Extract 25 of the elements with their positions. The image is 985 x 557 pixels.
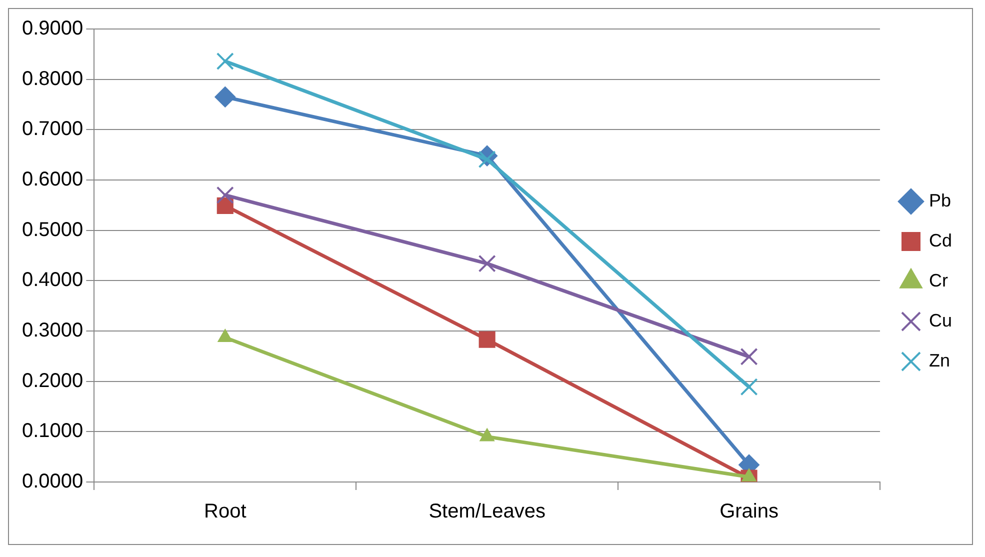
x-tick-label: Root	[204, 500, 247, 523]
y-tick-label: 0.3000	[22, 320, 84, 342]
y-tick-label: 0.7000	[22, 118, 84, 140]
legend-label: Cd	[928, 230, 952, 250]
point	[478, 254, 496, 272]
y-tick-label: 0.6000	[22, 168, 84, 191]
legend-label: Cr	[928, 270, 948, 290]
y-tick-label: 0.8000	[22, 68, 84, 90]
point	[478, 331, 496, 348]
y-tick-label: 0.9000	[22, 18, 84, 40]
point	[216, 186, 234, 204]
y-tick-label: 0.4000	[22, 269, 84, 292]
point	[740, 378, 758, 396]
point	[216, 52, 234, 70]
y-tick-label: 0.1000	[22, 420, 84, 442]
legend-label: Pb	[928, 190, 952, 210]
legend-label: Zn	[928, 350, 950, 370]
y-tick-label: 0.5000	[22, 218, 84, 241]
x-tick-label: Grains	[720, 500, 778, 523]
point	[740, 348, 758, 366]
legend-label: Cu	[928, 310, 952, 330]
point	[214, 86, 236, 108]
y-tick-label: 0.0000	[22, 470, 84, 493]
x-tick-label: Stem/Leaves	[428, 500, 546, 523]
y-tick-label: 0.2000	[22, 370, 84, 392]
